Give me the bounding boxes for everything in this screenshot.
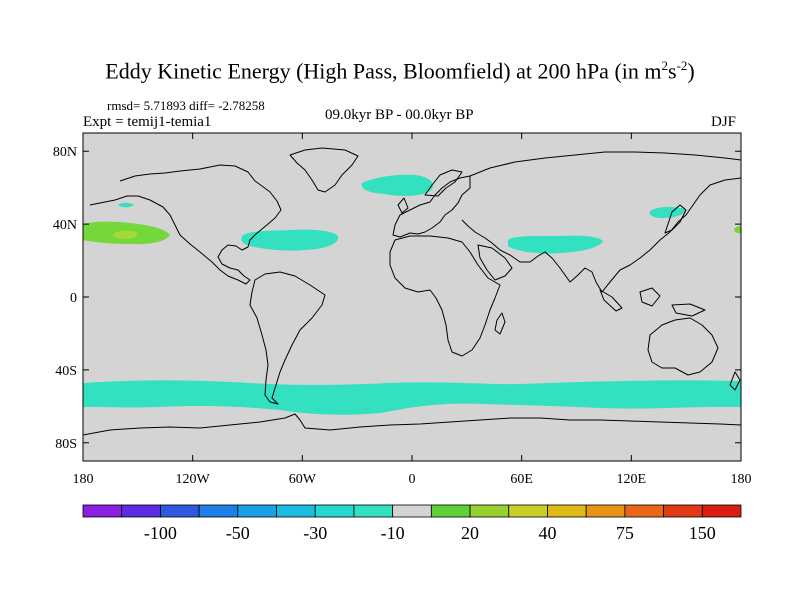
lon-tick-label: 60E (510, 472, 533, 487)
coastline-asia (461, 151, 741, 293)
lat-tick-label: 80N (53, 145, 77, 160)
lon-tick-label: 180 (73, 472, 94, 487)
western-atlantic (241, 229, 339, 251)
colorbar-label: 75 (616, 523, 634, 543)
coastline-south-america (249, 271, 326, 405)
colorbar-swatch (82, 504, 123, 518)
lon-tick-label: 60W (289, 472, 317, 487)
north-pacific-small (118, 202, 134, 208)
colorbar-swatch (392, 504, 432, 518)
colorbar-swatch (160, 504, 200, 518)
colorbar-swatch (198, 504, 239, 518)
coastline-madagascar (494, 312, 506, 335)
east-edge-positive (734, 226, 741, 234)
colorbar-swatch (508, 504, 548, 518)
lat-tick-label: 0 (70, 291, 77, 306)
colorbar-swatch (237, 504, 277, 518)
colorbar-swatch (314, 504, 355, 518)
coastline-new-zealand (729, 371, 741, 391)
north-atlantic (361, 174, 434, 196)
colorbar-label: -10 (381, 523, 405, 543)
north-pacific-core (112, 230, 138, 239)
colorbar: -100 -50 -30 -10 20 40 75 150 (82, 504, 742, 543)
colorbar-swatch (276, 504, 316, 518)
coastline-arabia (477, 244, 513, 281)
chart-title: Eddy Kinetic Energy (High Pass, Bloomfie… (105, 58, 695, 84)
coastline-scandinavia (424, 169, 463, 197)
colorbar-swatch (624, 504, 664, 518)
south-asia (508, 235, 603, 254)
lon-tick-label: 120E (617, 472, 647, 487)
coastline-greenland (289, 147, 359, 193)
coastline-north-america (89, 164, 282, 285)
period-label: 09.0kyr BP - 00.0kyr BP (325, 107, 474, 123)
colorbar-swatch (663, 504, 703, 518)
lon-tick-label: 180 (731, 472, 752, 487)
colorbar-label: -30 (303, 523, 327, 543)
anomaly-layer (83, 174, 741, 415)
lat-tick-label: 40N (53, 218, 77, 233)
colorbar-label: 150 (689, 523, 716, 543)
lat-tick-label: 40S (55, 364, 77, 379)
japan (649, 206, 686, 218)
coastline-britain (397, 197, 409, 214)
coastline-antarctica (83, 413, 741, 436)
colorbar-label: 20 (461, 523, 479, 543)
coastline-new-guinea (671, 303, 706, 317)
axis-ticks: 80N 40N 0 40S 80S 180 120W 60W 0 60E 120E 180 (53, 133, 752, 487)
lat-tick-label: 80S (55, 437, 77, 452)
lon-tick-label: 0 (409, 472, 416, 487)
coastline-africa (389, 235, 501, 357)
colorbar-label: 40 (538, 523, 556, 543)
colorbar-label: -100 (144, 523, 177, 543)
coastline-australia (647, 317, 719, 376)
colorbar-swatch (430, 504, 471, 518)
colorbar-swatch (469, 504, 510, 518)
coastline-sumatra (599, 289, 623, 312)
colorbar-label: -50 (226, 523, 250, 543)
southern-ocean-band (83, 380, 741, 415)
season-label: DJF (711, 114, 737, 130)
coastline-japan (664, 204, 687, 234)
coastline-europe (392, 175, 471, 238)
colorbar-swatch (547, 504, 587, 518)
colorbar-swatch (701, 504, 742, 518)
experiment-label: Expt = temij1-temia1 (83, 114, 212, 130)
rmsd-diff-stats: rmsd= 5.71893 diff= -2.78258 (107, 98, 265, 113)
coastline-borneo (639, 287, 661, 307)
colorbar-swatch (353, 504, 394, 518)
lon-tick-label: 120W (176, 472, 211, 487)
colorbar-swatch (585, 504, 626, 518)
coastlines (83, 147, 741, 436)
colorbar-swatch (121, 504, 161, 518)
